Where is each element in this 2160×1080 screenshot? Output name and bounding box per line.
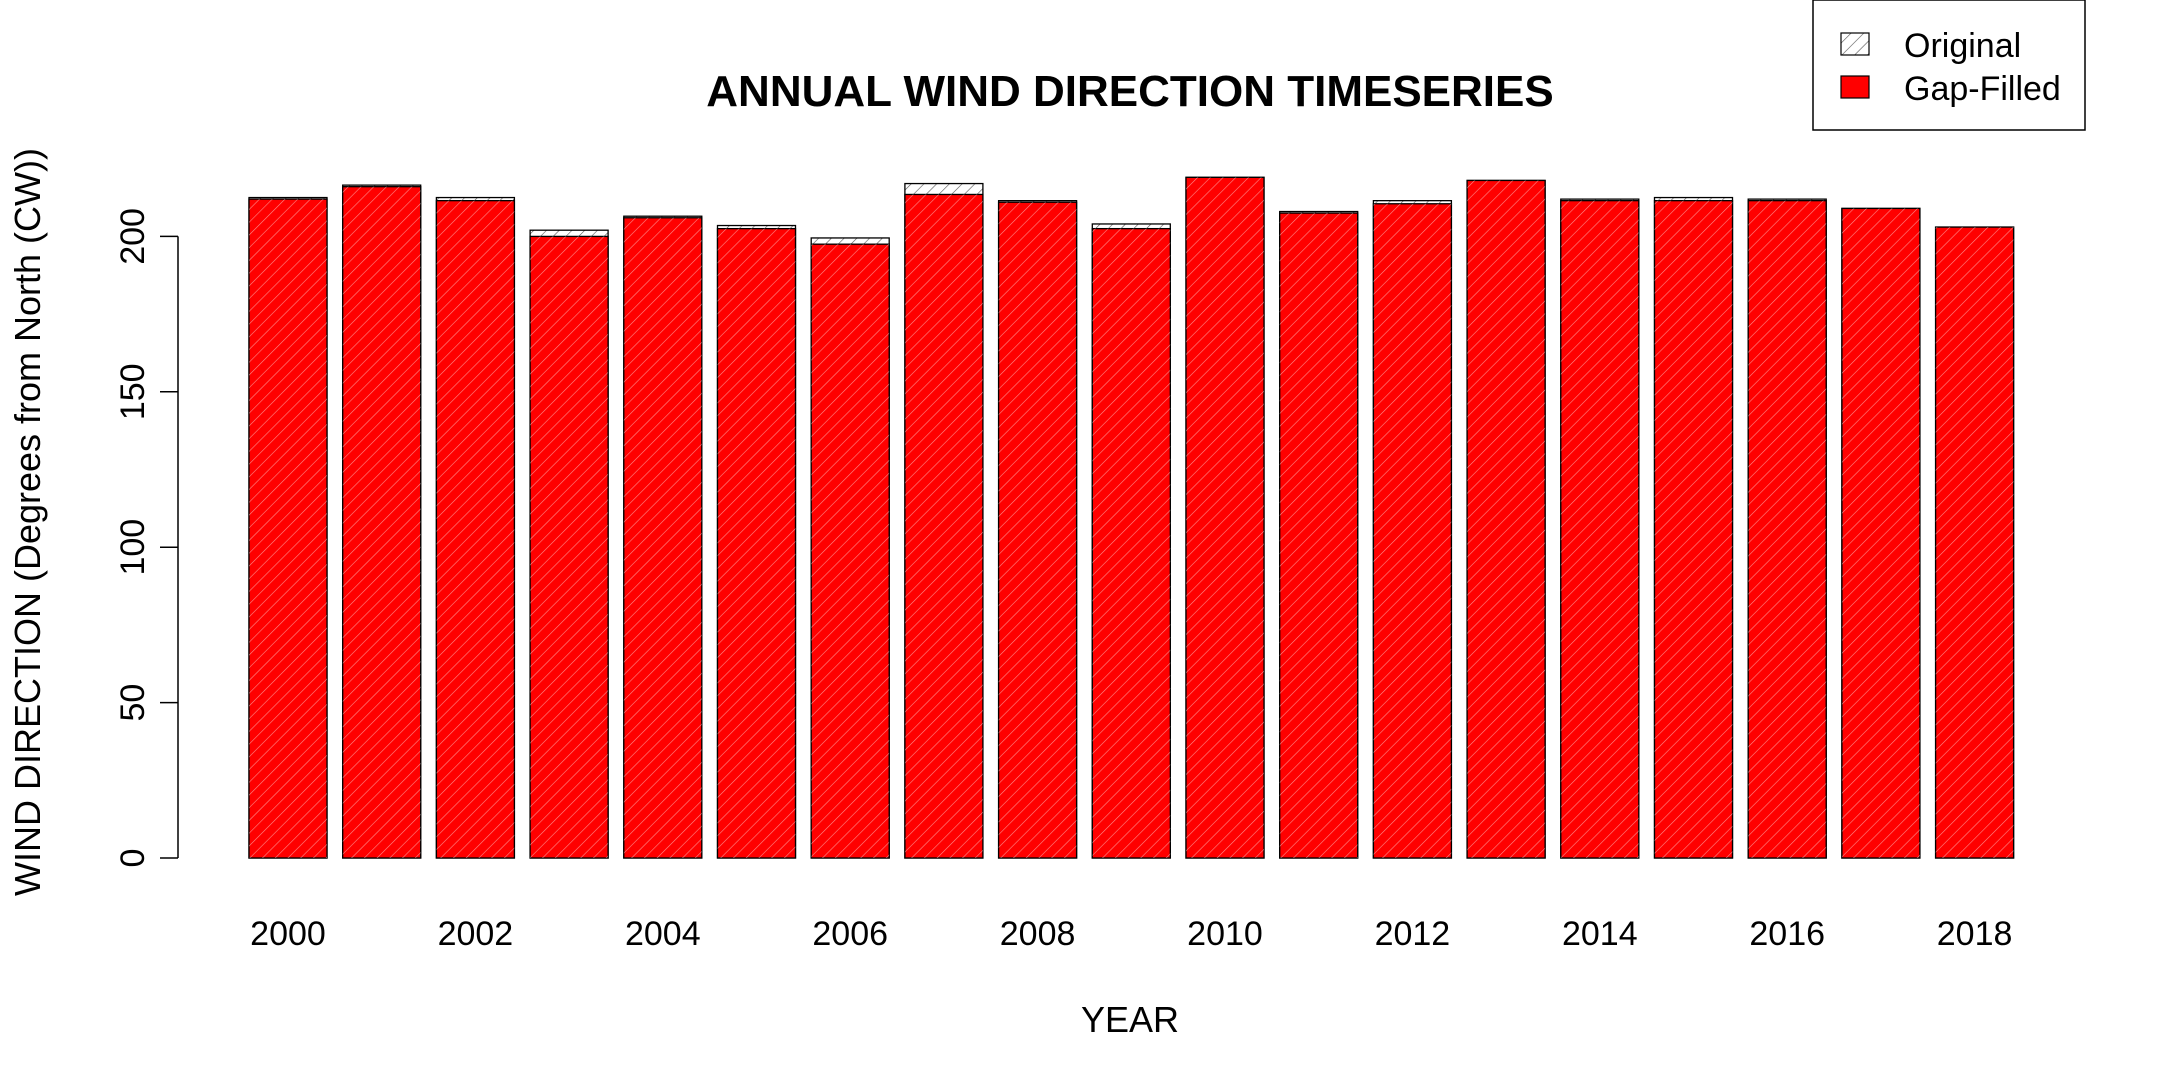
chart-title: ANNUAL WIND DIRECTION TIMESERIES	[706, 67, 1553, 116]
x-tick-label-2010: 2010	[1187, 915, 1263, 953]
legend-box	[1812, 0, 2086, 131]
y-axis: 0 50 100 150 200	[114, 208, 179, 868]
bar-gap-filled-hatch-2002	[436, 200, 515, 858]
legend-label-gap-filled: Gap-Filled	[1904, 70, 2061, 108]
x-tick-label-2004: 2004	[625, 915, 701, 953]
x-axis-label: YEAR	[1081, 999, 1179, 1040]
x-tick-label-2014: 2014	[1562, 915, 1638, 953]
bar-gap-filled-hatch-2005	[717, 228, 796, 858]
bar-gap-filled-hatch-2004	[623, 217, 702, 858]
bar-gap-filled-hatch-2009	[1092, 228, 1171, 858]
legend-swatch-original	[1840, 32, 1870, 56]
bar-gap-filled-hatch-2000	[249, 199, 327, 858]
x-tick-label-2000: 2000	[250, 915, 326, 953]
bar-gap-filled-hatch-2003	[530, 236, 609, 858]
bar-gap-filled-hatch-2006	[811, 244, 890, 859]
y-tick-label-50: 50	[114, 684, 152, 722]
bar-gap-filled-hatch-2012	[1373, 203, 1452, 859]
bar-gap-filled-hatch-2017	[1841, 208, 1920, 859]
bar-gap-filled-hatch-2014	[1560, 200, 1639, 858]
y-tick-label-150: 150	[114, 363, 152, 420]
x-tick-label-2006: 2006	[812, 915, 888, 953]
legend-swatch-gap-filled	[1840, 75, 1870, 99]
x-tick-label-2018: 2018	[1937, 915, 2013, 953]
y-tick-label-0: 0	[114, 849, 152, 868]
x-axis-tick-labels: 2000 2002 2004 2006 2008 2010 2012 2014 2016 2018	[250, 915, 2012, 953]
gap-filled-bars	[248, 176, 2015, 859]
bar-gap-filled-hatch-2013	[1467, 180, 1546, 858]
legend: Original Gap-Filled	[1812, 0, 2086, 131]
bar-gap-filled-hatch-2007	[904, 194, 983, 858]
x-tick-label-2016: 2016	[1749, 915, 1825, 953]
legend-label-original: Original	[1904, 27, 2021, 65]
x-tick-label-2012: 2012	[1375, 915, 1451, 953]
bar-gap-filled-hatch-2011	[1279, 213, 1358, 859]
y-tick-label-100: 100	[114, 519, 152, 576]
x-tick-label-2002: 2002	[438, 915, 514, 953]
bar-gap-filled-hatch-2008	[998, 202, 1077, 858]
bar-gap-filled-hatch-2010	[1186, 177, 1264, 858]
bar-gap-filled-hatch-2001	[342, 186, 421, 858]
bar-gap-filled-hatch-2016	[1748, 200, 1827, 858]
x-tick-label-2008: 2008	[1000, 915, 1076, 953]
bar-gap-filled-hatch-2015	[1654, 200, 1733, 858]
y-tick-label-200: 200	[114, 208, 152, 265]
y-axis-label: WIND DIRECTION (Degrees from North (CW))	[7, 148, 48, 896]
bar-gap-filled-hatch-2018	[1935, 227, 2014, 859]
